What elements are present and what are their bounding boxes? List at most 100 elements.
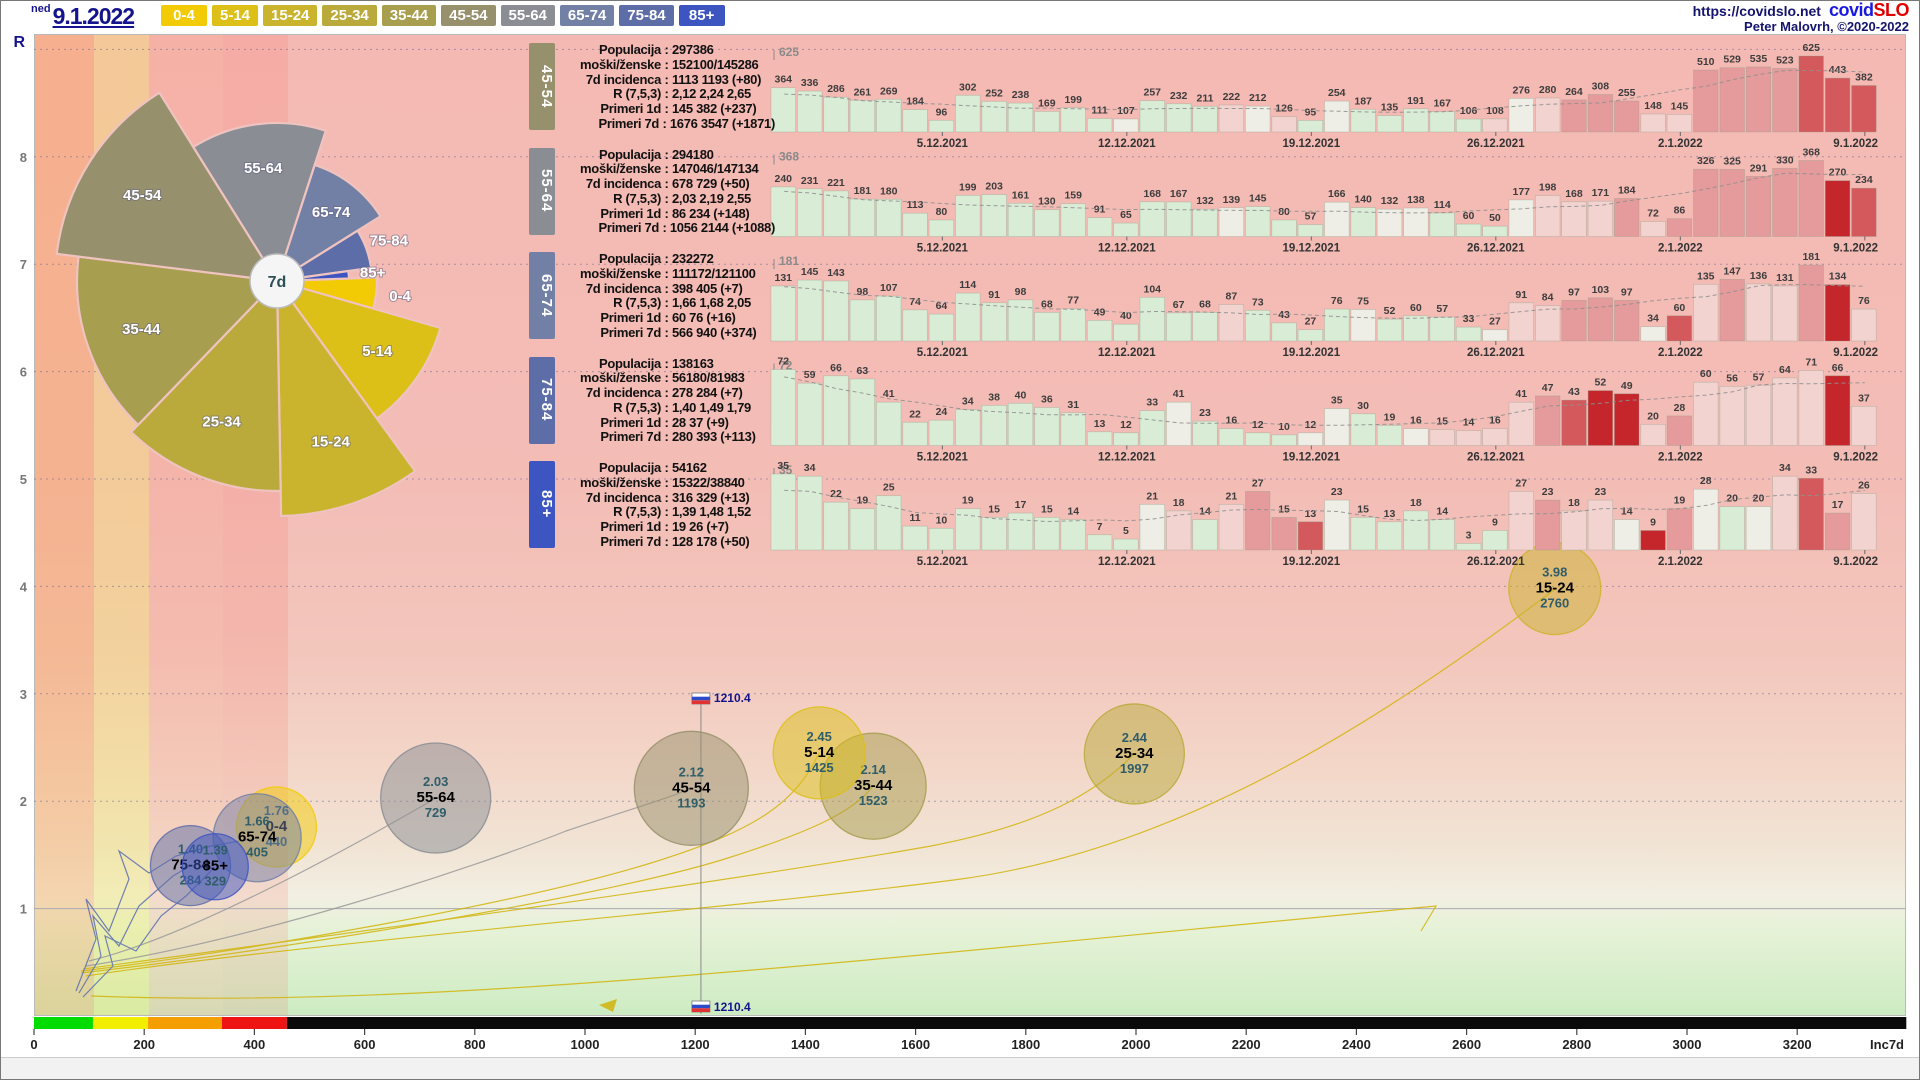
risk-zone <box>34 1017 93 1029</box>
svg-text:2200: 2200 <box>1232 1037 1261 1052</box>
svg-text:2000: 2000 <box>1122 1037 1151 1052</box>
svg-text:800: 800 <box>464 1037 486 1052</box>
svg-text:400: 400 <box>244 1037 266 1052</box>
svg-text:2: 2 <box>20 794 27 809</box>
stat-r-value: 1,40 1,49 1,79 <box>672 399 751 415</box>
svg-text:3000: 3000 <box>1673 1037 1702 1052</box>
stat-moski-value: 15322/38840 <box>672 474 745 490</box>
age-button-55-64[interactable]: 55-64 <box>500 5 555 26</box>
stat-panel-85+: 85+ Populacija:54162 moški/ženske:15322/38… <box>529 460 775 550</box>
plot-background <box>34 34 1906 1016</box>
stat-populacija: Populacija:54162 <box>559 460 775 476</box>
age-group-legend: 0-4 5-14 15-24 25-34 35-44 45-54 55-64 65-74 75-… <box>161 5 730 26</box>
stat-incidenca: 7d incidenca:398 405 (+7) <box>559 281 775 297</box>
svg-text:7: 7 <box>20 257 27 272</box>
panel-tab-55-64[interactable]: 55-64 <box>529 147 555 235</box>
age-button-15-24[interactable]: 15-24 <box>263 5 318 26</box>
date-display[interactable]: ned9.1.2022 <box>31 3 136 30</box>
risk-zone <box>221 1017 287 1029</box>
svg-text:6: 6 <box>20 365 27 380</box>
svg-text:0: 0 <box>30 1037 37 1052</box>
stat-moski-value: 111172/121100 <box>672 265 756 281</box>
svg-text:600: 600 <box>354 1037 376 1052</box>
stat-incidenca-value: 316 329 (+13) <box>672 489 750 505</box>
stat-populacija: Populacija:138163 <box>559 356 775 372</box>
stat-primeri7d: Primeri 7d:128 178 (+50) <box>559 534 775 550</box>
svg-text:1200: 1200 <box>681 1037 710 1052</box>
svg-text:8: 8 <box>20 150 27 165</box>
stat-primeri7d: Primeri 7d:1056 2144 (+1088) <box>598 220 775 236</box>
panel-tab-75-84[interactable]: 75-84 <box>529 356 555 444</box>
stat-primeri1d: Primeri 1d:86 234 (+148) <box>559 206 775 222</box>
stat-incidenca: 7d incidenca:678 729 (+50) <box>559 176 775 192</box>
stat-moski-value: 152100/145286 <box>672 56 759 72</box>
age-button-45-54[interactable]: 45-54 <box>441 5 496 26</box>
stat-incidenca: 7d incidenca:316 329 (+13) <box>559 489 775 506</box>
stat-primeri1d: Primeri 1d:19 26 (+7) <box>559 519 775 535</box>
age-button-85+[interactable]: 85+ <box>678 5 725 26</box>
x-axis-label: Inc7d <box>1870 1037 1904 1052</box>
stat-primeri1d: Primeri 1d:60 76 (+16) <box>559 310 775 326</box>
stat-incidenca: 7d incidenca:1113 1193 (+80) <box>559 71 775 88</box>
stat-populacija-value: 294180 <box>672 146 714 162</box>
stat-moski-value: 147046/147134 <box>672 161 759 177</box>
risk-zone <box>286 1017 1907 1029</box>
stat-incidenca-value: 1113 1193 (+80) <box>672 71 762 87</box>
stat-moski: moški/ženske:152100/145286 <box>559 56 775 73</box>
author-credit: Peter Malovrh, ©2020-2022 <box>1744 19 1909 34</box>
age-button-75-84[interactable]: 75-84 <box>619 5 674 26</box>
stat-panel-65-74: 65-74 Populacija:232272 moški/ženske:11117… <box>529 251 775 341</box>
stat-primeri1d-value: 60 76 (+16) <box>672 310 736 326</box>
stat-moski: moški/ženske:111172/121100 <box>559 265 775 282</box>
stat-r-value: 1,66 1,68 2,05 <box>672 295 751 311</box>
stat-primeri7d: Primeri 7d:1676 3547 (+1871) <box>598 115 775 131</box>
svg-text:5: 5 <box>20 472 27 487</box>
panel-tab-85+[interactable]: 85+ <box>529 461 555 548</box>
stat-incidenca-value: 278 284 (+7) <box>672 385 743 401</box>
stat-primeri1d: Primeri 1d:145 382 (+237) <box>559 101 775 117</box>
top-bar: ned9.1.2022 0-4 5-14 15-24 25-34 35-44 45-54 5… <box>1 0 1919 34</box>
panel-stats-75-84: Populacija:138163 moški/ženske:56180/8198… <box>559 356 775 446</box>
svg-text:3: 3 <box>20 687 27 702</box>
covidslo-logo[interactable]: covidSLO <box>1828 0 1910 20</box>
stat-primeri1d-value: 28 37 (+9) <box>672 414 729 430</box>
stat-populacija-value: 54162 <box>672 460 707 475</box>
panel-stats-45-54: Populacija:297386 moški/ženske:152100/145… <box>559 42 775 132</box>
stat-r: R (7,5,3):2,12 2,24 2,65 <box>559 87 775 102</box>
stat-panel-75-84: 75-84 Populacija:138163 moški/ženske:56180… <box>529 356 775 446</box>
svg-text:1000: 1000 <box>571 1037 600 1052</box>
age-button-25-34[interactable]: 25-34 <box>322 5 377 26</box>
svg-text:1400: 1400 <box>791 1037 820 1052</box>
svg-text:2400: 2400 <box>1342 1037 1371 1052</box>
panel-tab-45-54[interactable]: 45-54 <box>529 43 555 130</box>
bottom-strip <box>1 1057 1919 1079</box>
stat-moski: moški/ženske:147046/147134 <box>559 161 775 177</box>
stat-populacija-value: 297386 <box>672 42 714 57</box>
svg-text:1600: 1600 <box>901 1037 930 1052</box>
stat-populacija-value: 232272 <box>672 251 714 266</box>
stat-primeri1d-value: 19 26 (+7) <box>672 519 729 535</box>
stat-moski: moški/ženske:56180/81983 <box>559 370 775 386</box>
stat-primeri1d: Primeri 1d:28 37 (+9) <box>559 414 775 431</box>
current-date[interactable]: 9.1.2022 <box>52 3 136 29</box>
panel-stats-55-64: Populacija:294180 moški/ženske:147046/147… <box>559 146 775 237</box>
stat-moski: moški/ženske:15322/38840 <box>559 474 775 491</box>
risk-zone <box>92 1017 149 1029</box>
site-url[interactable]: https://covidslo.net <box>1692 3 1821 19</box>
age-button-65-74[interactable]: 65-74 <box>559 5 615 26</box>
risk-zone <box>148 1017 222 1029</box>
stat-panel-55-64: 55-64 Populacija:294180 moški/ženske:14704… <box>529 146 775 237</box>
stat-r-value: 1,39 1,48 1,52 <box>672 504 751 520</box>
panel-tab-65-74[interactable]: 65-74 <box>529 252 555 339</box>
stat-r-value: 2,12 2,24 2,65 <box>672 86 751 102</box>
site-credit-block: https://covidslo.net covidSLO Peter Malov… <box>1692 0 1910 34</box>
stat-primeri7d-value: 566 940 (+374) <box>672 324 757 340</box>
stat-moski-value: 56180/81983 <box>672 370 745 386</box>
stat-primeri7d-value: 1676 3547 (+1871) <box>669 115 775 131</box>
age-button-0-4[interactable]: 0-4 <box>161 5 207 26</box>
stat-primeri7d-value: 1056 2144 (+1088) <box>669 220 775 236</box>
age-button-35-44[interactable]: 35-44 <box>381 5 437 26</box>
age-button-5-14[interactable]: 5-14 <box>212 5 259 26</box>
svg-text:4: 4 <box>20 579 28 594</box>
